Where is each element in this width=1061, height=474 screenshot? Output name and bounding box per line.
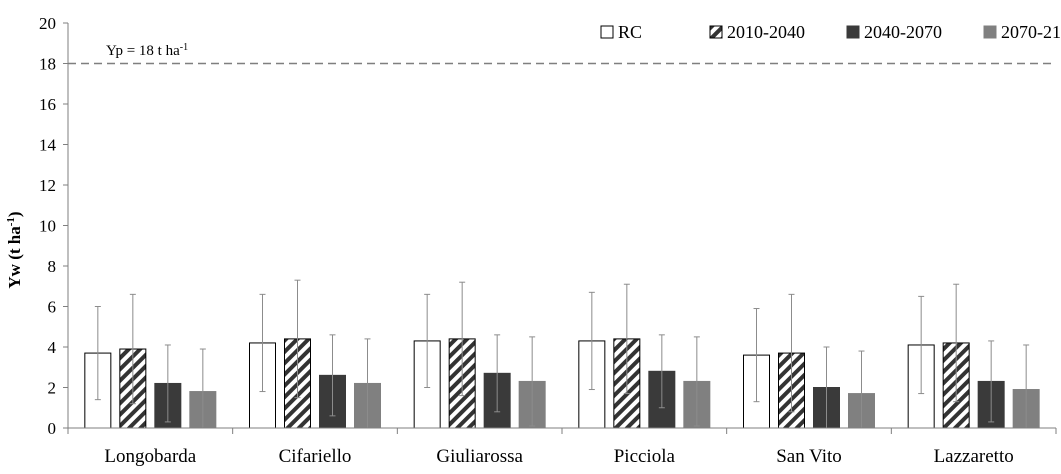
y-tick-label: 2: [48, 379, 57, 398]
y-tick-label: 16: [39, 95, 56, 114]
legend-swatch: [983, 25, 997, 39]
y-axis-title: Yw (t ha-1): [5, 211, 24, 288]
x-axis-ticks: Longobarda Cifariello Giuliarossa Picciola S…: [67, 428, 1057, 467]
x-tick-label: San Vito: [776, 446, 842, 467]
legend-label: 2010-2040: [727, 22, 805, 42]
legend-swatch: [846, 25, 860, 39]
bars-group: [84, 338, 1040, 429]
x-tick-label: Lazzaretto: [934, 446, 1014, 467]
y-tick-label: 20: [39, 14, 56, 33]
error-bars-group: [94, 279, 1030, 429]
x-tick-label: Giuliarossa: [436, 446, 523, 467]
y-tick-label: 6: [48, 298, 57, 317]
x-tick-label: Longobarda: [104, 446, 196, 467]
legend-label: 2070-2100: [1001, 22, 1061, 42]
legend-label: 2040-2070: [864, 22, 942, 42]
legend-label: RC: [618, 22, 642, 42]
x-tick-label: Cifariello: [279, 446, 352, 467]
x-tick-label: Picciola: [614, 446, 676, 467]
y-tick-label: 10: [39, 217, 56, 236]
legend-swatch: [709, 25, 723, 39]
y-tick-label: 18: [39, 55, 56, 74]
reference-line-label: Yp = 18 t ha-1: [106, 42, 188, 60]
y-tick-label: 0: [48, 419, 57, 438]
legend: RC 2010-2040 2040-2070 2070-2100: [600, 22, 1061, 42]
y-tick-label: 4: [48, 338, 57, 357]
y-tick-label: 14: [39, 136, 57, 155]
y-axis-ticks: 0 2 4 6 8 10 12 14 16 18 20: [39, 14, 68, 438]
legend-swatch: [600, 25, 614, 39]
y-tick-label: 8: [48, 257, 57, 276]
y-tick-label: 12: [39, 176, 56, 195]
